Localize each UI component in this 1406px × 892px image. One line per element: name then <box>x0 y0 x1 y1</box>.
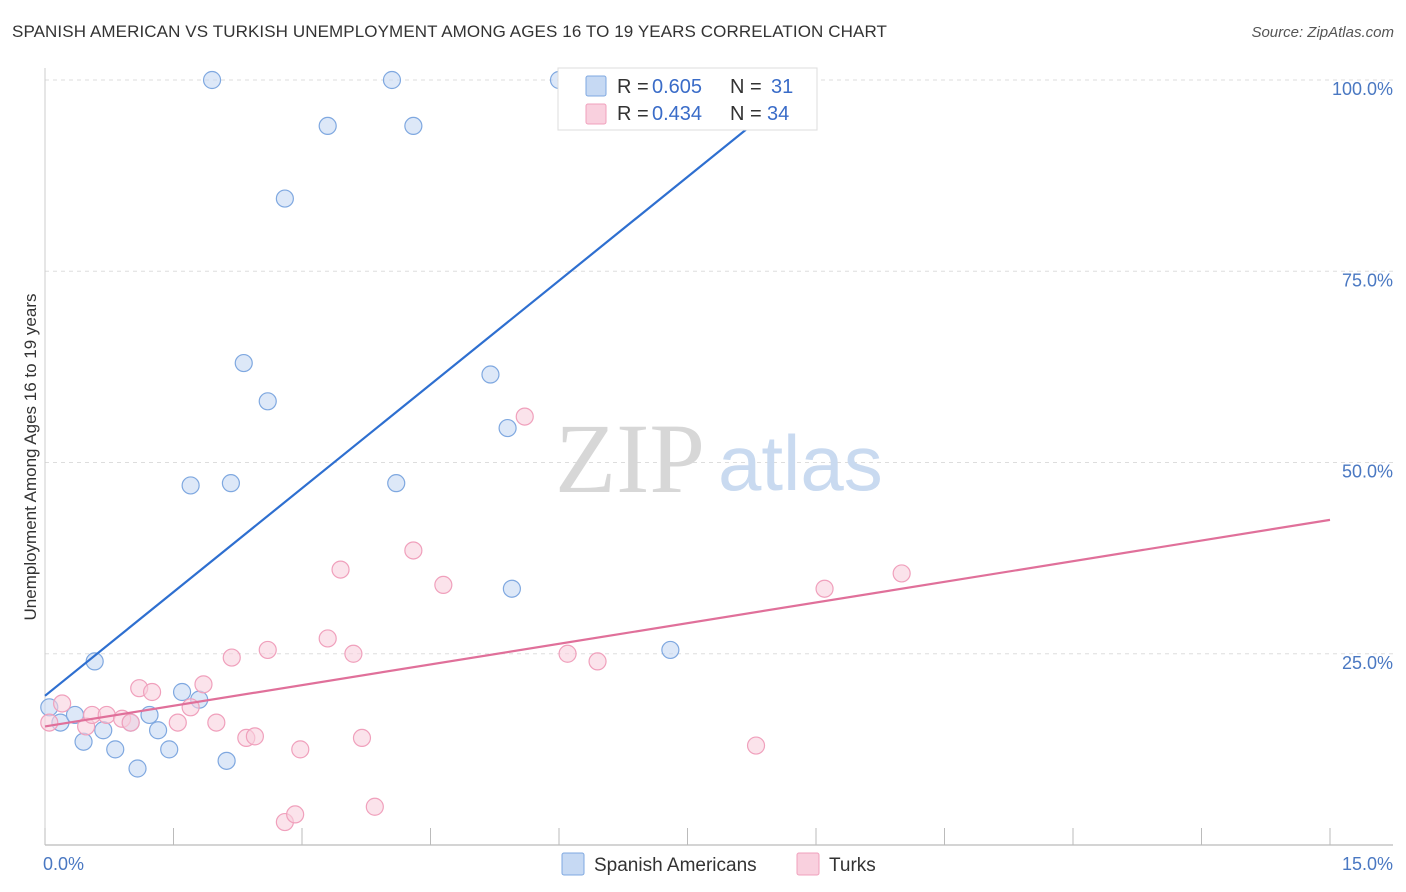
data-point <box>344 644 363 663</box>
data-point <box>245 727 264 746</box>
series-legend-label-turks: Turks <box>829 855 876 876</box>
watermark-zip: ZIP <box>555 403 705 514</box>
series-points-turks <box>40 407 911 832</box>
data-point <box>387 474 406 493</box>
watermark-atlas: atlas <box>718 419 883 507</box>
legend-r-label-2: R = <box>617 103 649 125</box>
data-point <box>286 805 305 824</box>
data-point <box>275 189 294 208</box>
data-point <box>291 740 310 759</box>
data-point <box>331 560 350 579</box>
data-points <box>40 70 911 832</box>
data-point <box>318 116 337 136</box>
tick-labels: 25.0% 50.0% 75.0% 100.0% 0.0% 15.0% <box>43 79 1393 874</box>
data-point <box>258 392 277 411</box>
data-point <box>160 740 179 759</box>
series-legend: Spanish Americans Turks <box>561 852 876 876</box>
data-point <box>221 474 240 493</box>
legend-n-label-1: N = <box>730 76 762 98</box>
legend-n-value-2: 34 <box>767 103 789 125</box>
data-point <box>128 759 147 778</box>
x-tick-label: 0.0% <box>43 854 84 874</box>
legend-r-value-1: 0.605 <box>652 76 702 98</box>
y-tick-label: 100.0% <box>1332 79 1393 99</box>
legend-swatch-spanish <box>585 75 607 97</box>
data-point <box>194 675 213 694</box>
y-axis-label: Unemployment Among Ages 16 to 19 years <box>21 294 40 621</box>
data-point <box>168 713 187 732</box>
data-point <box>53 694 72 713</box>
data-point <box>588 652 607 671</box>
data-point <box>217 751 236 770</box>
data-point <box>318 629 337 648</box>
y-tick-label: 50.0% <box>1342 462 1393 482</box>
data-point <box>258 640 277 660</box>
data-point <box>382 70 402 90</box>
series-legend-label-spanish: Spanish Americans <box>594 855 757 876</box>
legend-swatch-turks <box>585 103 607 125</box>
x-tick-label: 15.0% <box>1342 854 1393 874</box>
trend-line-turks <box>44 518 1331 728</box>
data-point <box>40 713 59 732</box>
data-point <box>404 116 423 136</box>
legend-r-label-1: R = <box>617 76 649 98</box>
series-legend-swatch-spanish <box>561 852 585 876</box>
data-point <box>172 682 192 702</box>
data-point <box>202 70 222 90</box>
y-tick-label: 75.0% <box>1342 270 1393 290</box>
data-point <box>434 575 453 595</box>
y-tick-label: 25.0% <box>1342 653 1393 673</box>
data-point <box>121 713 140 732</box>
data-point <box>234 353 253 373</box>
data-point <box>481 365 500 384</box>
data-point <box>515 407 534 426</box>
data-point <box>498 418 517 438</box>
data-point <box>558 644 577 663</box>
data-point <box>94 721 113 740</box>
data-point <box>404 541 423 560</box>
data-point <box>142 682 162 702</box>
data-point <box>661 640 680 660</box>
chart-title: SPANISH AMERICAN VS TURKISH UNEMPLOYMENT… <box>12 22 887 41</box>
data-point <box>746 736 766 755</box>
data-point <box>892 564 911 583</box>
data-point <box>815 579 834 598</box>
chart-source: Source: ZipAtlas.com <box>1251 24 1394 41</box>
data-point <box>148 721 168 740</box>
series-legend-swatch-turks <box>796 852 820 876</box>
data-point <box>207 713 226 732</box>
legend-n-value-1: 31 <box>771 76 793 98</box>
stats-legend: R = 0.605 N = 31 R = 0.434 N = 34 <box>557 67 818 131</box>
data-point <box>502 579 521 598</box>
trend-line-spanish-americans <box>44 79 809 697</box>
data-point <box>365 797 384 816</box>
legend-r-value-2: 0.434 <box>652 103 702 125</box>
data-point <box>352 728 372 748</box>
watermark: ZIP atlas <box>555 403 883 514</box>
data-point <box>106 740 125 759</box>
data-point <box>222 648 241 667</box>
data-point <box>74 732 93 751</box>
trend-lines <box>44 79 1331 728</box>
legend-n-label-2: N = <box>730 103 762 125</box>
data-point <box>181 476 200 495</box>
